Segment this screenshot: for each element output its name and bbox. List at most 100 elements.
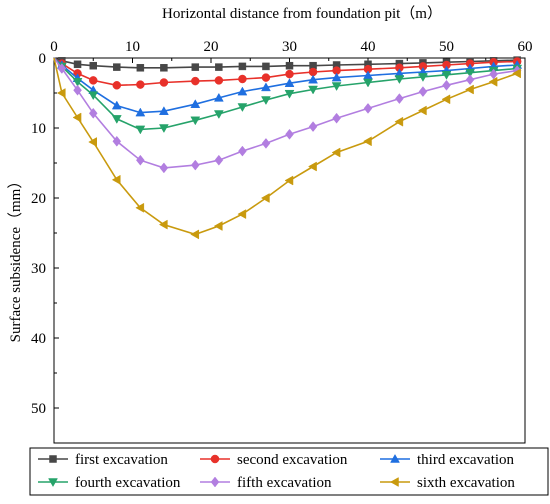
legend-label: third excavation — [417, 452, 515, 468]
data-point-square — [49, 455, 57, 463]
data-point-circle — [112, 81, 122, 90]
data-point-triangle-left — [56, 88, 66, 98]
data-point-triangle-up — [190, 99, 201, 108]
data-point-square — [89, 61, 97, 70]
data-point-diamond — [332, 112, 341, 124]
data-point-triangle-left — [111, 174, 121, 185]
x-tick-label: 30 — [282, 39, 297, 55]
data-point-triangle-up — [331, 72, 342, 82]
data-point-square — [262, 62, 270, 71]
plot-frame — [53, 57, 526, 444]
data-point-triangle-left — [308, 161, 317, 172]
data-point-triangle-down — [308, 85, 318, 95]
data-point-triangle-up — [284, 78, 295, 87]
data-point-triangle-down — [284, 89, 295, 99]
y-tick-label: 30 — [31, 261, 46, 277]
data-point-triangle-up — [261, 82, 271, 92]
legend: first excavation second excavation third e… — [29, 447, 549, 496]
y-tick-label: 20 — [31, 191, 46, 207]
data-point-diamond — [214, 154, 224, 166]
data-point-triangle-left — [441, 94, 451, 105]
data-point-triangle-down — [213, 110, 224, 120]
data-point-diamond — [159, 162, 169, 174]
data-point-diamond — [418, 86, 428, 98]
data-point-triangle-left — [88, 137, 97, 147]
data-point-diamond — [238, 145, 247, 157]
data-point-square — [73, 60, 82, 69]
data-point-triangle-down — [465, 68, 475, 78]
data-point-triangle-up — [135, 107, 146, 117]
data-point-square — [238, 62, 247, 71]
legend-label: fifth excavation — [237, 475, 332, 491]
data-point-circle — [238, 74, 247, 84]
data-point-triangle-left — [213, 221, 223, 231]
data-point-triangle-left — [465, 84, 474, 95]
data-point-triangle-left — [488, 76, 498, 87]
data-point-diamond — [210, 476, 220, 488]
data-point-diamond — [285, 128, 294, 140]
data-point-square — [285, 61, 294, 70]
data-point-circle — [89, 76, 98, 85]
data-point-triangle-up — [308, 74, 318, 84]
data-point-triangle-down — [72, 78, 83, 87]
data-point-diamond — [395, 93, 404, 105]
data-point-diamond — [190, 159, 200, 171]
data-point-circle — [285, 69, 294, 79]
data-point-square — [136, 64, 145, 72]
data-point-square — [113, 63, 121, 71]
data-point-circle — [214, 76, 224, 85]
data-point-diamond — [57, 63, 67, 74]
data-point-diamond — [465, 74, 475, 86]
data-point-triangle-left — [72, 112, 82, 123]
y-axis-title: Surface subsidence（mm） — [7, 174, 24, 343]
data-point-triangle-down — [111, 115, 122, 124]
data-point-triangle-left — [135, 202, 145, 213]
data-point-triangle-down — [48, 478, 58, 488]
data-point-triangle-up — [158, 106, 169, 115]
data-point-triangle-up — [237, 86, 248, 96]
data-point-diamond — [363, 102, 373, 114]
legend-label: sixth excavation — [417, 475, 515, 491]
plot-area: 0 10 20 30 40 50 60 0 10 20 30 40 50 — [31, 39, 533, 444]
data-point-triangle-left — [362, 136, 372, 147]
data-point-triangle-left — [237, 209, 247, 220]
data-point-triangle-down — [135, 125, 146, 135]
data-point-triangle-down — [190, 116, 201, 126]
legend-label: first excavation — [75, 452, 168, 468]
data-point-circle — [191, 76, 200, 86]
data-point-diamond — [261, 137, 271, 149]
data-point-triangle-up — [390, 453, 400, 463]
data-point-square — [215, 63, 223, 71]
data-point-triangle-down — [363, 78, 373, 88]
data-point-triangle-left — [394, 116, 404, 127]
x-tick-label: 60 — [518, 39, 533, 55]
data-point-triangle-down — [237, 103, 248, 113]
data-point-triangle-down — [261, 96, 271, 106]
data-point-triangle-down — [394, 75, 405, 85]
data-point-diamond — [88, 107, 98, 119]
x-tick-label: 40 — [361, 39, 376, 55]
legend-label: second excavation — [237, 452, 348, 468]
data-point-triangle-down — [418, 73, 428, 82]
data-point-triangle-left — [190, 229, 200, 240]
data-point-diamond — [308, 121, 318, 133]
legend-label: fourth excavation — [75, 475, 181, 491]
data-point-triangle-left — [284, 175, 294, 186]
data-point-triangle-down — [158, 124, 169, 134]
data-point-triangle-left — [331, 147, 341, 158]
data-point-triangle-down — [88, 91, 99, 101]
y-tick-label: 0 — [39, 51, 47, 67]
data-point-triangle-left — [389, 477, 399, 487]
data-point-circle — [159, 78, 169, 87]
data-point-triangle-up — [213, 92, 224, 102]
x-tick-label: 0 — [50, 39, 58, 55]
data-point-circle — [261, 73, 271, 82]
data-point-triangle-down — [441, 71, 452, 80]
y-tick-label: 50 — [31, 401, 46, 417]
x-tick-label: 10 — [125, 39, 140, 55]
data-point-diamond — [112, 135, 122, 147]
data-point-triangle-up — [111, 100, 122, 110]
data-point-diamond — [73, 84, 82, 96]
